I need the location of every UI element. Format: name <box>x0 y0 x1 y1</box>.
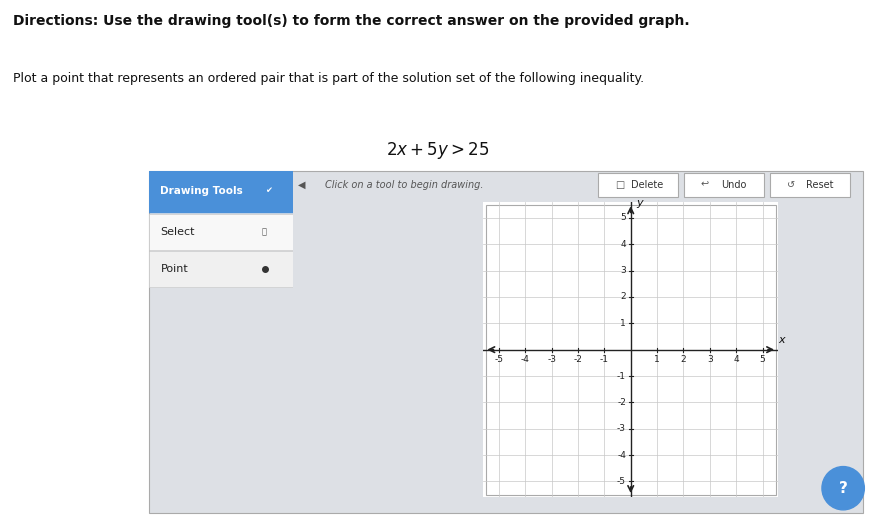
Text: 🔍: 🔍 <box>262 227 266 236</box>
Text: ↺: ↺ <box>787 180 795 190</box>
Text: Plot a point that represents an ordered pair that is part of the solution set of: Plot a point that represents an ordered … <box>13 72 644 85</box>
Text: -1: -1 <box>600 355 609 365</box>
Text: -2: -2 <box>617 398 626 407</box>
Circle shape <box>822 467 865 510</box>
Text: -5: -5 <box>617 477 626 486</box>
Text: Click on a tool to begin drawing.: Click on a tool to begin drawing. <box>325 180 484 190</box>
Text: 5: 5 <box>620 213 626 222</box>
Text: 3: 3 <box>707 355 713 365</box>
FancyBboxPatch shape <box>149 171 863 513</box>
Text: 4: 4 <box>620 240 626 249</box>
Bar <box>149 213 293 250</box>
Text: Delete: Delete <box>632 180 663 190</box>
Text: Drawing Tools: Drawing Tools <box>160 186 244 196</box>
Text: -3: -3 <box>548 355 556 365</box>
Text: 5: 5 <box>759 355 766 365</box>
Text: Point: Point <box>160 264 188 275</box>
Text: x: x <box>779 336 785 346</box>
Text: 4: 4 <box>733 355 739 365</box>
Text: □: □ <box>615 180 624 190</box>
Text: -3: -3 <box>617 424 626 433</box>
Text: ◀: ◀ <box>298 180 306 190</box>
FancyBboxPatch shape <box>770 173 850 197</box>
Text: Select: Select <box>160 227 195 237</box>
Text: Directions: Use the drawing tool(s) to form the correct answer on the provided g: Directions: Use the drawing tool(s) to f… <box>13 13 689 27</box>
Text: 2: 2 <box>620 293 626 301</box>
Text: -5: -5 <box>494 355 504 365</box>
Text: Undo: Undo <box>721 180 746 190</box>
Text: ?: ? <box>838 481 848 496</box>
Text: -4: -4 <box>617 451 626 459</box>
Text: 1: 1 <box>654 355 660 365</box>
Text: 2: 2 <box>681 355 686 365</box>
Text: Reset: Reset <box>806 180 833 190</box>
Text: -4: -4 <box>521 355 530 365</box>
Text: y: y <box>637 198 643 208</box>
Text: -1: -1 <box>617 371 626 381</box>
Text: 1: 1 <box>620 319 626 328</box>
Bar <box>149 171 293 212</box>
Text: 3: 3 <box>620 266 626 275</box>
FancyBboxPatch shape <box>597 173 678 197</box>
Text: -2: -2 <box>574 355 583 365</box>
Text: ↩: ↩ <box>701 180 709 190</box>
Text: ✔: ✔ <box>265 186 272 195</box>
Bar <box>149 251 293 287</box>
FancyBboxPatch shape <box>683 173 764 197</box>
Text: $2x + 5y > 25$: $2x + 5y > 25$ <box>386 140 490 161</box>
